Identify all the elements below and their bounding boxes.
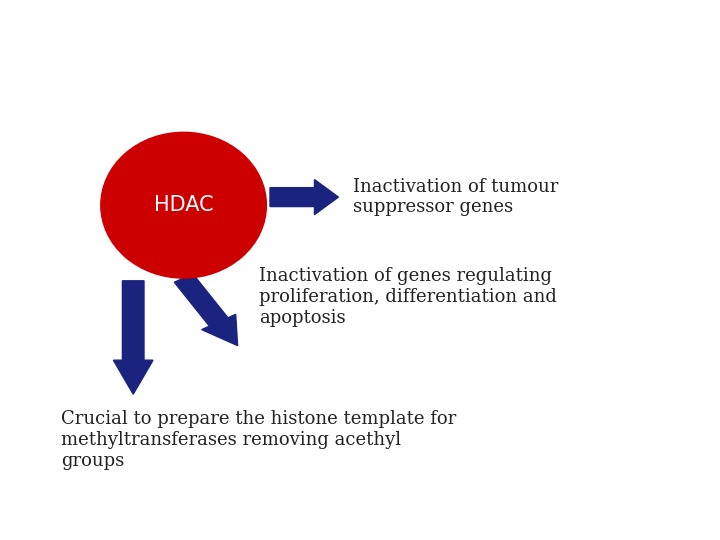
Ellipse shape bbox=[101, 132, 266, 278]
Text: Inactivation of tumour
suppressor genes: Inactivation of tumour suppressor genes bbox=[353, 178, 558, 217]
Text: Inactivation of genes regulating
proliferation, differentiation and
apoptosis: Inactivation of genes regulating prolife… bbox=[259, 267, 557, 327]
Text: Crucial to prepare the histone template for
methyltransferases removing acethyl
: Crucial to prepare the histone template … bbox=[61, 410, 456, 470]
Polygon shape bbox=[270, 179, 338, 214]
Polygon shape bbox=[114, 281, 153, 394]
Text: HDAC: HDAC bbox=[154, 195, 213, 215]
Polygon shape bbox=[174, 274, 238, 346]
